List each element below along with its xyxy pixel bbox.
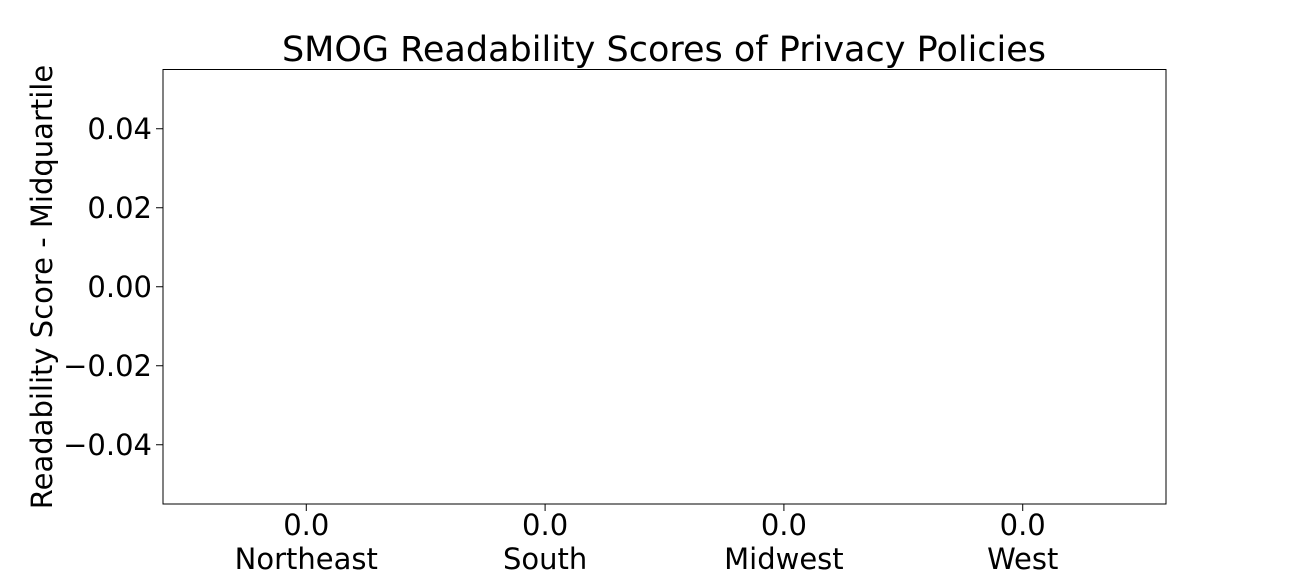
y-tick-label: −0.04 (63, 428, 152, 462)
x-tick-label: 0.0 Midwest (724, 508, 844, 576)
y-axis-ticks: −0.04 −0.02 0.00 0.02 0.04 (63, 112, 163, 462)
x-axis-ticks: 0.0 Northeast 0.0 South 0.0 Midwest 0.0 West (235, 504, 1058, 576)
x-tick-label: 0.0 West (987, 508, 1058, 576)
y-axis-label: Readability Score - Midquartile (25, 65, 59, 509)
y-tick-label: −0.02 (63, 349, 152, 383)
y-tick-label: 0.00 (87, 270, 152, 304)
chart-title: SMOG Readability Scores of Privacy Polic… (282, 30, 1046, 70)
plot-area (162, 69, 1167, 505)
y-tick-label: 0.04 (87, 112, 152, 146)
x-tick-label: 0.0 Northeast (235, 508, 378, 576)
x-tick-label: 0.0 South (503, 508, 587, 576)
y-tick-label: 0.02 (87, 191, 152, 225)
